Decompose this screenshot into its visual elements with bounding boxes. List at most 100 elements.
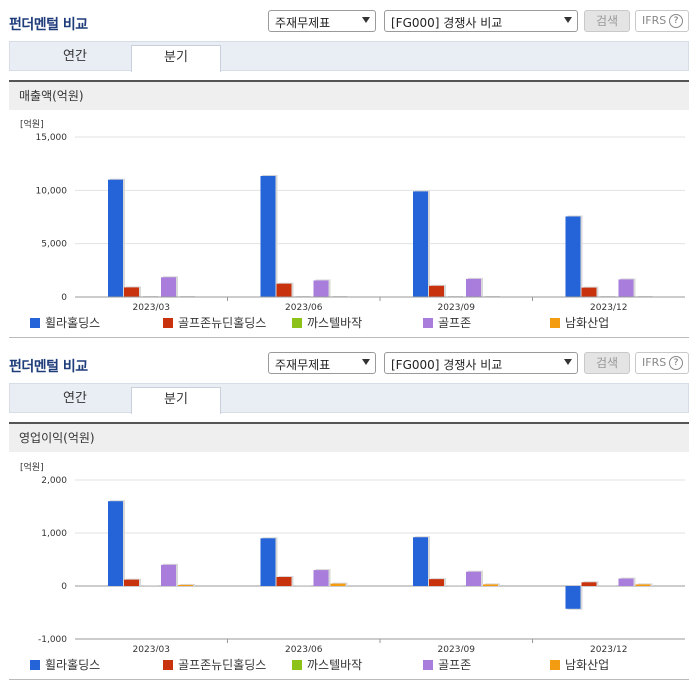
y-tick-label: 1,000 — [41, 529, 67, 539]
chart-title: 영업이익(억원) — [9, 422, 689, 452]
x-tick-label: 2023/06 — [285, 303, 323, 313]
help-icon: ? — [669, 14, 683, 28]
bar — [618, 279, 634, 297]
y-tick-label: 0 — [61, 293, 67, 303]
bar — [161, 564, 176, 586]
x-tick-label: 2023/12 — [590, 645, 627, 652]
bar-shadow — [600, 585, 616, 586]
chart-legend: 휠라홀딩스 골프존뉴딘홀딩스 까스텔바작 골프존 남화산업 — [30, 656, 690, 672]
bar — [276, 283, 292, 297]
bar — [565, 586, 581, 609]
legend-item[interactable]: 휠라홀딩스 — [30, 314, 100, 331]
legend-label: 골프존 — [438, 316, 472, 330]
section-title: 펀더멘털 비교 — [9, 17, 88, 33]
legend-item[interactable]: 남화산업 — [550, 314, 609, 331]
bar — [413, 537, 428, 586]
bar — [429, 285, 444, 297]
legend-item[interactable]: 남화산업 — [550, 656, 609, 673]
compare-group-value: [FG000] 경쟁사 비교 — [391, 16, 503, 30]
legend-item[interactable]: 골프존뉴딘홀딩스 — [163, 656, 266, 673]
unit-label: [억원] — [20, 118, 44, 130]
bar — [124, 287, 139, 297]
legend-swatch — [163, 318, 173, 328]
ifrs-label: IFRS — [642, 14, 667, 27]
search-button[interactable]: 검색 — [584, 352, 630, 374]
legend-item[interactable]: 골프존 — [423, 656, 471, 673]
bar — [276, 576, 292, 586]
chevron-down-icon — [564, 17, 572, 23]
ifrs-help-button[interactable]: IFRS ? — [635, 10, 689, 32]
ifrs-help-button[interactable]: IFRS ? — [635, 352, 689, 374]
legend-item[interactable]: 골프존뉴딘홀딩스 — [163, 314, 266, 331]
legend-label: 까스텔바작 — [307, 316, 363, 330]
bar — [124, 579, 139, 586]
legend-label: 골프존뉴딘홀딩스 — [178, 316, 267, 330]
ifrs-label: IFRS — [642, 356, 667, 369]
period-tabs: 연간 분기 — [9, 41, 689, 72]
bar — [581, 582, 597, 586]
help-icon: ? — [669, 356, 683, 370]
x-tick-label: 2023/09 — [438, 645, 476, 652]
compare-group-value: [FG000] 경쟁사 비교 — [391, 358, 503, 372]
tab-quarterly[interactable]: 분기 — [131, 387, 221, 414]
x-tick-label: 2023/06 — [285, 645, 323, 652]
period-tabs: 연간 분기 — [9, 383, 689, 414]
panel-divider — [9, 337, 689, 338]
bar — [483, 584, 498, 586]
bar — [635, 584, 651, 586]
bar — [161, 277, 176, 297]
legend-label: 까스텔바작 — [307, 658, 363, 672]
legend-item[interactable]: 까스텔바작 — [292, 656, 362, 673]
tab-quarterly[interactable]: 분기 — [131, 45, 221, 72]
bar — [429, 579, 444, 586]
statement-type-value: 주재무제표 — [275, 16, 331, 30]
legend-item[interactable]: 골프존 — [423, 314, 471, 331]
bar — [581, 287, 597, 297]
tab-annual[interactable]: 연간 — [63, 49, 87, 64]
compare-group-select[interactable]: [FG000] 경쟁사 비교 — [384, 352, 578, 374]
bar — [330, 583, 346, 586]
legend-label: 남화산업 — [565, 316, 610, 330]
bar — [313, 570, 329, 586]
bar — [413, 191, 428, 297]
chart-legend: 휠라홀딩스 골프존뉴딘홀딩스 까스텔바작 골프존 남화산업 — [30, 314, 690, 330]
statement-type-select[interactable]: 주재무제표 — [268, 352, 376, 374]
bar — [178, 584, 193, 586]
legend-swatch — [550, 660, 560, 670]
legend-item[interactable]: 까스텔바작 — [292, 314, 362, 331]
section-title: 펀더멘털 비교 — [9, 359, 88, 375]
tab-annual[interactable]: 연간 — [63, 391, 87, 406]
bar-shadow — [143, 585, 158, 586]
bar — [260, 538, 276, 586]
legend-label: 남화산업 — [565, 658, 610, 672]
chevron-down-icon — [362, 17, 370, 23]
y-tick-label: -1,000 — [38, 635, 67, 645]
legend-item[interactable]: 휠라홀딩스 — [30, 656, 100, 673]
bar-shadow — [448, 585, 463, 586]
legend-swatch — [30, 660, 40, 670]
y-tick-label: 2,000 — [41, 476, 67, 486]
chevron-down-icon — [564, 359, 572, 365]
operating-profit-chart: [억원] -1,000 0 1,000 2,000 2023/03 2023/06 2023/… — [20, 461, 685, 652]
legend-swatch — [423, 660, 433, 670]
statement-type-value: 주재무제표 — [275, 358, 331, 372]
x-tick-label: 2023/12 — [590, 303, 627, 313]
legend-swatch — [423, 318, 433, 328]
y-tick-label: 15,000 — [36, 133, 68, 143]
legend-swatch — [163, 660, 173, 670]
bar — [466, 571, 481, 586]
bar — [260, 175, 276, 297]
legend-swatch — [292, 318, 302, 328]
panel-divider — [9, 679, 689, 680]
bar — [565, 216, 581, 297]
chart-title: 매출액(억원) — [9, 80, 689, 110]
legend-label: 휠라홀딩스 — [45, 316, 101, 330]
y-tick-label: 5,000 — [41, 240, 67, 250]
y-tick-label: 10,000 — [36, 186, 68, 196]
search-button[interactable]: 검색 — [584, 10, 630, 32]
compare-group-select[interactable]: [FG000] 경쟁사 비교 — [384, 10, 578, 32]
bar — [108, 179, 123, 297]
legend-label: 골프존 — [438, 658, 472, 672]
x-tick-label: 2023/03 — [133, 645, 170, 652]
statement-type-select[interactable]: 주재무제표 — [268, 10, 376, 32]
